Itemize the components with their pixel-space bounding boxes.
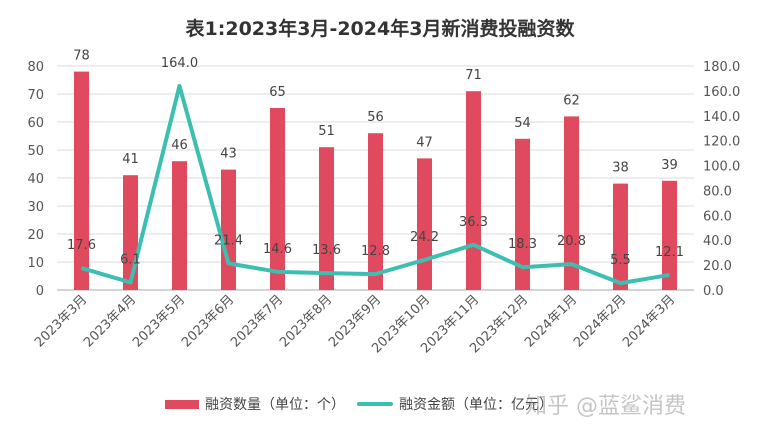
bar: [466, 91, 481, 290]
legend-swatch-line: [357, 402, 393, 406]
line-data-label: 13.6: [312, 243, 341, 258]
chart-title: 表1:2023年3月-2024年3月新消费投融资数: [185, 18, 575, 40]
right-tick-label: 160.0: [703, 85, 740, 100]
bar-data-label: 41: [122, 152, 139, 167]
bar-data-label: 38: [612, 161, 629, 176]
bar: [319, 147, 334, 290]
right-tick-label: 0.0: [703, 284, 724, 299]
line-data-label: 20.8: [557, 234, 586, 249]
line-data-label: 17.6: [67, 238, 96, 253]
right-tick-label: 80.0: [703, 184, 732, 199]
right-tick-label: 100.0: [703, 160, 740, 175]
right-tick-label: 20.0: [703, 259, 732, 274]
left-tick-label: 30: [27, 200, 44, 215]
right-tick-label: 40.0: [703, 234, 732, 249]
left-tick-label: 40: [27, 172, 44, 187]
right-tick-label: 140.0: [703, 110, 740, 125]
left-tick-label: 50: [27, 144, 44, 159]
left-tick-label: 10: [27, 256, 44, 271]
legend-label-amount: 融资金额（单位：亿元）: [399, 397, 553, 413]
line-data-label: 21.4: [214, 233, 243, 248]
right-tick-label: 60.0: [703, 209, 732, 224]
line-data-label: 24.2: [410, 230, 439, 245]
line-data-label: 12.1: [655, 245, 684, 260]
x-tick-label: 2024年3月: [620, 292, 678, 350]
line-data-label: 6.1: [120, 252, 141, 267]
line-data-label: 36.3: [459, 215, 488, 230]
amount-line: [80, 83, 670, 286]
legend-label-count: 融资数量（单位：个）: [205, 397, 345, 413]
line-data-label: 5.5: [610, 253, 631, 268]
legend-swatch-bar: [165, 399, 199, 409]
bar-data-label: 47: [416, 135, 433, 150]
bar-data-label: 39: [661, 158, 678, 173]
bar: [172, 161, 187, 290]
bar-data-label: 56: [367, 110, 384, 125]
bar-data-label: 46: [171, 138, 188, 153]
line-data-label: 14.6: [263, 242, 292, 257]
bar: [564, 116, 579, 291]
bar-data-label: 78: [73, 49, 90, 64]
bar: [613, 183, 628, 290]
right-tick-label: 120.0: [703, 135, 740, 150]
line-data-label: 18.3: [508, 237, 537, 252]
bar-data-label: 65: [269, 85, 286, 100]
bar-data-label: 54: [514, 116, 531, 131]
bar-data-label: 43: [220, 147, 237, 162]
left-tick-label: 80: [27, 60, 44, 75]
legend: 融资数量（单位：个） 融资金额（单位：亿元）: [165, 394, 553, 414]
bar: [662, 180, 677, 290]
bar: [221, 169, 236, 290]
bar-data-label: 62: [563, 93, 580, 108]
left-tick-label: 70: [27, 88, 44, 103]
watermark: 知乎 @蓝鲨消费: [525, 394, 686, 419]
bar-data-label: 71: [465, 68, 482, 83]
right-tick-label: 180.0: [703, 60, 740, 75]
bar: [417, 158, 432, 290]
bar: [74, 71, 89, 290]
bar: [123, 175, 138, 290]
bar: [515, 138, 530, 290]
left-tick-label: 60: [27, 116, 44, 131]
line-data-label: 12.8: [361, 244, 390, 259]
line-data-label: 164.0: [161, 56, 198, 71]
bar: [270, 108, 285, 290]
bar: [368, 133, 383, 290]
left-tick-label: 20: [27, 228, 44, 243]
bar-data-label: 51: [318, 124, 335, 139]
left-tick-label: 0: [36, 284, 44, 299]
